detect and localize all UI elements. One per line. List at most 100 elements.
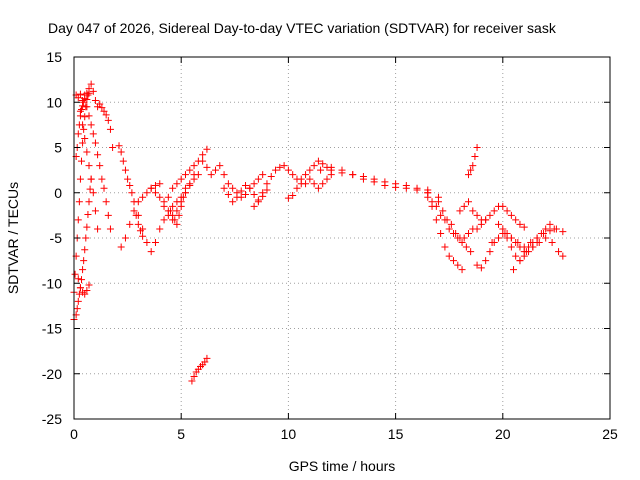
data-point — [434, 198, 442, 206]
data-point — [151, 239, 159, 247]
data-point — [87, 80, 95, 88]
data-point — [156, 193, 164, 201]
data-point — [507, 234, 515, 242]
data-point — [71, 270, 79, 278]
data-point — [445, 252, 453, 260]
data-point — [96, 100, 104, 108]
data-point — [151, 182, 159, 190]
data-point — [78, 105, 86, 113]
data-point — [469, 162, 477, 170]
data-point — [542, 225, 550, 233]
data-point — [535, 239, 543, 247]
data-point — [546, 220, 554, 228]
data-point — [242, 191, 250, 199]
data-point — [460, 234, 468, 242]
data-point — [102, 111, 110, 119]
data-point — [413, 186, 421, 194]
data-point — [441, 243, 449, 251]
data-point — [121, 234, 129, 242]
data-point — [482, 257, 490, 265]
series-sat-w — [434, 198, 490, 242]
data-point — [98, 175, 106, 183]
data-point — [250, 180, 258, 188]
data-point — [224, 180, 232, 188]
data-point — [555, 248, 563, 256]
data-point — [486, 211, 494, 219]
data-point — [314, 184, 322, 192]
data-point — [323, 175, 331, 183]
data-point — [512, 216, 520, 224]
data-point — [201, 358, 209, 366]
data-point — [432, 216, 440, 224]
y-tick-label: -25 — [42, 411, 62, 427]
data-point — [499, 202, 507, 210]
data-point — [533, 234, 541, 242]
series-sat-d — [83, 103, 114, 233]
data-point — [289, 191, 297, 199]
data-point — [520, 223, 528, 231]
data-point — [310, 162, 318, 170]
data-point — [143, 189, 151, 197]
data-point — [437, 229, 445, 237]
data-point — [445, 225, 453, 233]
data-point — [199, 151, 207, 159]
data-point — [254, 175, 262, 183]
data-point — [263, 186, 271, 194]
y-tick-label: 0 — [54, 185, 62, 201]
data-point — [128, 189, 136, 197]
data-point — [186, 180, 194, 188]
data-point — [467, 248, 475, 256]
data-point — [83, 286, 91, 294]
data-point — [173, 220, 181, 228]
data-point — [229, 184, 237, 192]
data-point — [443, 216, 451, 224]
data-point — [75, 121, 83, 129]
data-point — [82, 234, 90, 242]
data-point — [464, 198, 472, 206]
x-tick-label: 15 — [388, 426, 404, 442]
data-point — [203, 145, 211, 153]
series-sat-r — [284, 171, 335, 202]
data-point — [79, 139, 87, 147]
data-point — [259, 189, 267, 197]
data-point — [100, 107, 108, 115]
data-point — [486, 248, 494, 256]
data-point — [220, 171, 228, 179]
data-point — [250, 202, 258, 210]
data-point — [559, 228, 567, 236]
data-point — [233, 193, 241, 201]
data-point — [447, 220, 455, 228]
data-point — [117, 243, 125, 251]
data-point — [160, 198, 168, 206]
data-point — [147, 184, 155, 192]
data-point — [473, 261, 481, 269]
data-point — [85, 112, 93, 120]
y-tick-label: 5 — [54, 140, 62, 156]
data-points — [70, 80, 567, 385]
y-tick-label: -20 — [42, 366, 62, 382]
data-point — [246, 184, 254, 192]
data-point — [102, 198, 110, 206]
data-point — [284, 166, 292, 174]
data-point — [151, 189, 159, 197]
data-point — [143, 239, 151, 247]
data-point — [76, 175, 84, 183]
chart-title: Day 047 of 2026, Sidereal Day-to-day VTE… — [48, 20, 557, 36]
data-point — [507, 243, 515, 251]
y-tick-label: 10 — [46, 94, 62, 110]
data-point — [259, 171, 267, 179]
data-point — [370, 178, 378, 186]
data-point — [319, 160, 327, 168]
data-point — [381, 182, 389, 190]
data-point — [314, 157, 322, 165]
data-point — [276, 163, 284, 171]
data-point — [139, 193, 147, 201]
series-sat-u — [424, 193, 475, 256]
series-sat-p — [220, 182, 271, 206]
data-point — [106, 225, 114, 233]
data-point — [121, 166, 129, 174]
data-point — [156, 180, 164, 188]
data-point — [76, 284, 84, 292]
data-point — [546, 227, 554, 235]
data-point — [79, 266, 87, 274]
